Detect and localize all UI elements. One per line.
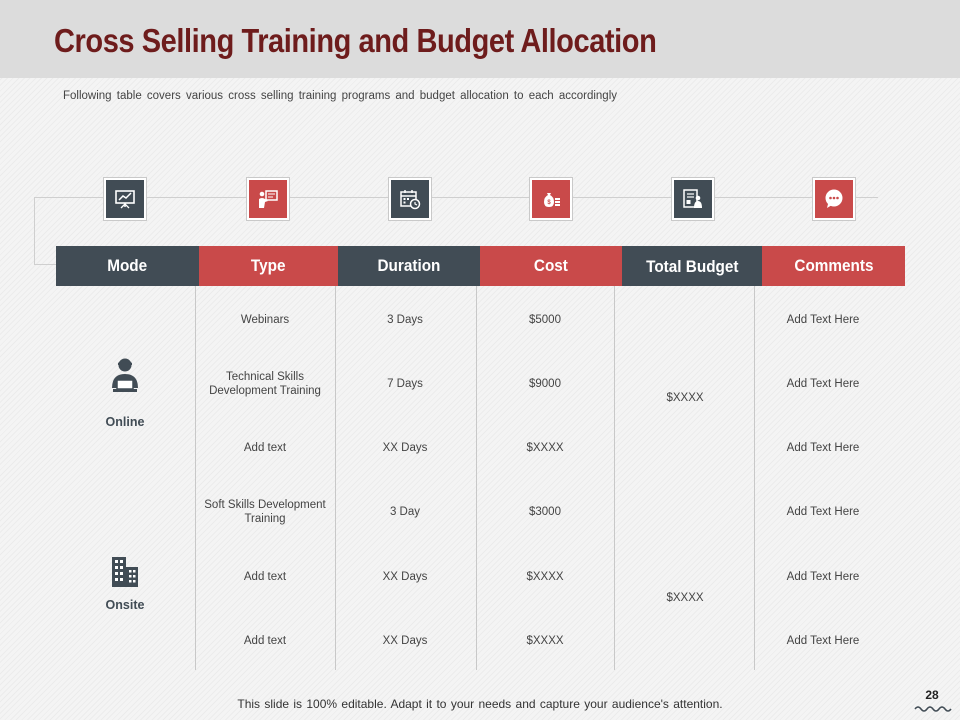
cost-cell: $XXXX	[526, 635, 564, 647]
total-budget-online: $XXXX	[666, 392, 704, 404]
comment-cell: Add Text Here	[786, 506, 860, 518]
cost-cell: $3000	[529, 506, 561, 518]
presentation-chart-icon	[104, 178, 146, 220]
comment-cell: Add Text Here	[786, 378, 860, 390]
duration-cell: XX Days	[382, 635, 428, 647]
title-bar	[0, 0, 960, 78]
mode-label-onsite: Onsite	[105, 598, 145, 612]
duration-cell: XX Days	[382, 571, 428, 583]
column-divider	[614, 286, 615, 670]
budget-document-icon	[672, 178, 714, 220]
svg-text:$: $	[547, 200, 551, 206]
money-bag-icon: $	[530, 178, 572, 220]
column-header-cost: Cost	[480, 246, 622, 286]
comment-cell: Add Text Here	[786, 314, 860, 326]
type-cell: Soft Skills Development Training	[204, 499, 326, 525]
comment-cell: Add Text Here	[786, 635, 860, 647]
duration-cell: 3 Day	[389, 506, 421, 518]
column-divider	[195, 286, 196, 670]
calendar-clock-icon	[389, 178, 431, 220]
cost-cell: $9000	[529, 378, 561, 390]
page-number: 28	[925, 688, 939, 702]
column-header-type: Type	[199, 246, 338, 286]
slide-subtitle: Following table covers various cross sel…	[63, 90, 618, 102]
type-cell: Add text	[243, 442, 287, 454]
chat-bubble-icon	[813, 178, 855, 220]
cost-cell: $XXXX	[526, 571, 564, 583]
duration-cell: 7 Days	[387, 378, 423, 390]
total-budget-onsite: $XXXX	[666, 592, 704, 604]
person-laptop-icon	[108, 356, 142, 401]
column-divider	[754, 286, 755, 670]
footer-note: This slide is 100% editable. Adapt it to…	[237, 697, 723, 711]
trainer-board-icon	[247, 178, 289, 220]
column-header-duration: Duration	[338, 246, 480, 286]
type-cell: Technical Skills Development Training	[209, 371, 321, 397]
mode-label-online: Online	[105, 415, 145, 429]
duration-cell: 3 Days	[387, 314, 423, 326]
type-cell: Add text	[243, 571, 287, 583]
column-header-total-budget: Total Budget	[622, 246, 762, 286]
slide-title: Cross Selling Training and Budget Alloca…	[54, 22, 657, 59]
type-cell: Webinars	[240, 314, 290, 326]
cost-cell: $5000	[529, 314, 561, 326]
wave-decoration-icon	[914, 706, 952, 712]
cost-cell: $XXXX	[526, 442, 564, 454]
office-building-icon	[110, 555, 140, 594]
column-header-mode: Mode	[56, 246, 199, 286]
column-header-comments: Comments	[762, 246, 905, 286]
comment-cell: Add Text Here	[786, 442, 860, 454]
column-divider	[335, 286, 336, 670]
type-cell: Add text	[243, 635, 287, 647]
comment-cell: Add Text Here	[786, 571, 860, 583]
column-divider	[476, 286, 477, 670]
duration-cell: XX Days	[382, 442, 428, 454]
